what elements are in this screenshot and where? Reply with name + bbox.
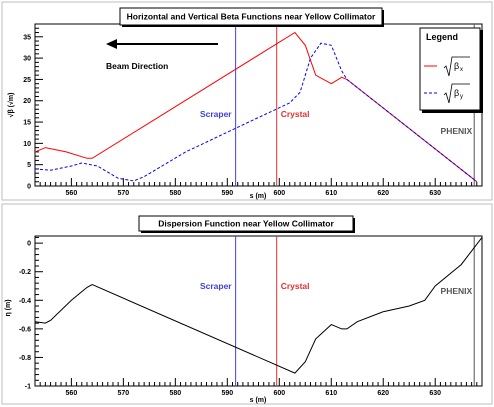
beta-pad: 560 570 580 590 600 610 620 630 0 5 10 15 20 25 30 35 S…: [1, 1, 493, 201]
y-tick-label: -0.2: [19, 269, 31, 276]
beta-title-shadow: [382, 10, 384, 27]
dispersion-marker-label-crystal: Crystal: [281, 281, 310, 291]
legend-entry-beta-x: β x: [424, 56, 470, 77]
y-tick-label: 20: [23, 98, 31, 105]
x-tick-label: 560: [66, 190, 78, 197]
y-tick-label: 0: [27, 184, 31, 191]
x-tick-label: 580: [169, 190, 181, 197]
x-tick-label: 590: [221, 390, 233, 397]
dispersion-chart-title: Dispersion Function near Yellow Collimat…: [158, 219, 334, 229]
y-tick-label: 15: [23, 120, 31, 127]
x-tick-label: 570: [118, 390, 130, 397]
beta-x-axis-label: s (m): [250, 193, 267, 200]
legend-shadow-bottom: [422, 110, 483, 113]
beta-legend: Legend β x β y: [419, 27, 483, 113]
legend-symbol-beta-x: β: [454, 61, 459, 71]
dispersion-marker-label-scraper: Scraper: [200, 281, 232, 291]
beta-marker-label-crystal: Crystal: [281, 109, 310, 119]
beta-series-line-2: [34, 42, 478, 183]
beta-marker-label-scraper: Scraper: [200, 109, 232, 119]
x-tick-label: 580: [169, 390, 181, 397]
dispersion-marker-label-phenix: PHENIX: [441, 286, 473, 296]
x-tick-label: 610: [325, 390, 337, 397]
beta-series: [34, 31, 478, 183]
beta-y-axis-label: √β (√m): [7, 93, 15, 118]
beta-marker-label-phenix: PHENIX: [441, 126, 473, 136]
beta-chart-title: Horizontal and Vertical Beta Functions n…: [127, 12, 376, 22]
x-tick-label: 560: [66, 390, 78, 397]
dispersion-pad-frame: [1, 203, 493, 405]
sqrt-icon: [443, 83, 470, 104]
y-tick-label: -0.6: [19, 326, 31, 333]
y-tick-label: 10: [23, 141, 31, 148]
x-tick-label: 610: [325, 190, 337, 197]
y-tick-label: 30: [23, 56, 31, 63]
beta-series-line-1: [34, 31, 478, 183]
y-tick-label: 0: [27, 241, 31, 248]
beta-pad-frame: [1, 1, 493, 201]
y-tick-label: 25: [23, 77, 31, 84]
x-tick-label: 590: [221, 190, 233, 197]
beta-title-shadow-bottom: [122, 25, 384, 27]
x-tick-label: 600: [273, 190, 285, 197]
legend-entry-beta-y: β y: [424, 83, 470, 104]
x-tick-label: 620: [377, 190, 389, 197]
sqrt-icon: [443, 56, 470, 77]
x-tick-label: 630: [429, 390, 441, 397]
dispersion-y-axis-label: η (m): [5, 299, 12, 316]
dispersion-series: [34, 237, 483, 374]
beam-direction-label: Beam Direction: [106, 61, 168, 71]
dispersion-x-axis-label: s (m): [250, 397, 267, 404]
legend-sub-beta-y: y: [460, 94, 463, 100]
dispersion-pad: 560 570 580 590 600 610 620 630 -1 -0.8 -0.6 -0.4 -0…: [1, 203, 493, 405]
dispersion-ticks: 560 570 580 590 600 610 620 630 -1 -0.8 -0.6 -0.4 -0…: [19, 236, 483, 397]
legend-sub-beta-x: x: [460, 67, 463, 73]
legend-symbol-beta-y: β: [454, 88, 459, 98]
legend-shadow-right: [480, 30, 483, 112]
dispersion-title-shadow: [353, 218, 355, 233]
y-tick-label: 35: [23, 34, 31, 41]
legend-title: Legend: [426, 32, 458, 42]
y-tick-label: -0.4: [19, 298, 31, 305]
dispersion-markers: Scraper Crystal PHENIX: [200, 236, 475, 386]
x-tick-label: 630: [429, 190, 441, 197]
dispersion-series-line-1: [34, 237, 483, 374]
beta-markers: Scraper Crystal PHENIX: [200, 24, 475, 186]
x-tick-label: 570: [118, 190, 130, 197]
y-tick-label: -1: [25, 384, 31, 391]
x-tick-label: 600: [273, 390, 285, 397]
beta-ticks: 560 570 580 590 600 610 620 630 0 5 10 15 20 25 30 35: [23, 23, 483, 197]
x-tick-label: 620: [377, 390, 389, 397]
dispersion-title-shadow-bottom: [141, 231, 355, 233]
y-tick-label: 5: [27, 162, 31, 169]
beam-direction-arrowhead: [106, 39, 117, 49]
y-tick-label: -0.8: [19, 355, 31, 362]
